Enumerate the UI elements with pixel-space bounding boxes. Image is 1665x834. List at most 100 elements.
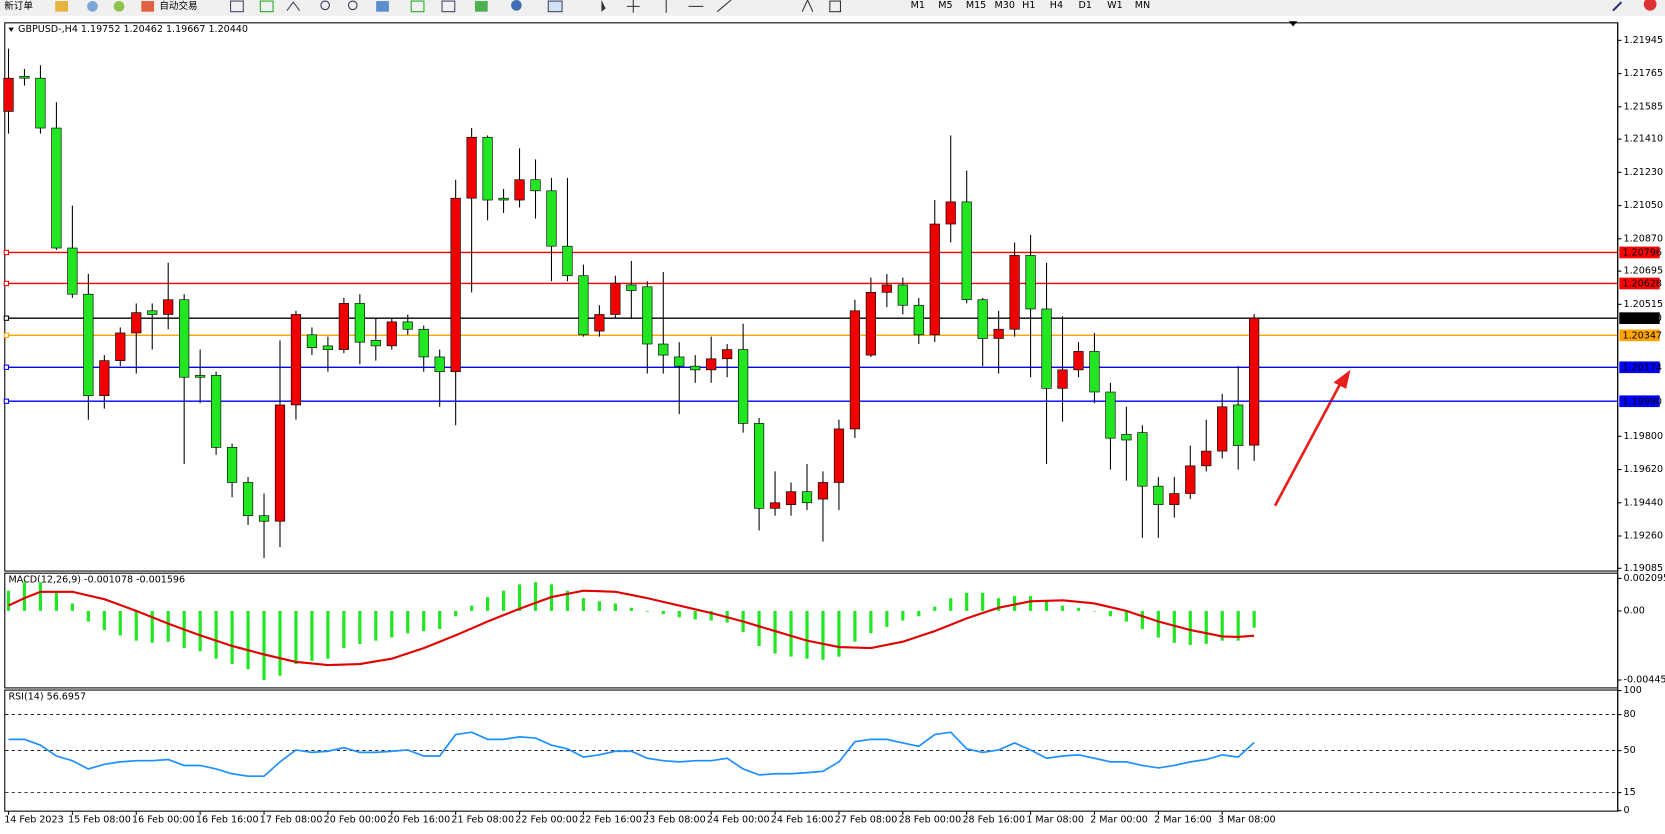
symbol-menu-arrow[interactable]	[8, 27, 14, 32]
y-tick-label: 15	[1624, 787, 1636, 798]
timeframe-button[interactable]: M15	[966, 0, 986, 11]
notification-icon[interactable]	[1643, 0, 1657, 11]
macd-bar	[294, 610, 298, 665]
candle-body	[929, 223, 940, 336]
macd-bar	[677, 610, 681, 618]
macd-bar	[933, 606, 937, 611]
x-tick-label: 2 Mar 00:00	[1090, 815, 1148, 826]
timeframe-button[interactable]: MN	[1135, 0, 1150, 11]
macd-bar	[1092, 610, 1097, 612]
x-tick-label: 16 Feb 00:00	[132, 815, 195, 826]
toolbar-icon[interactable]	[230, 0, 244, 13]
panel-title: RSI(14) 56.6957	[9, 691, 87, 702]
toolbar-icon[interactable]	[441, 0, 456, 13]
candle-body	[115, 332, 126, 361]
toolbar-icon[interactable]	[829, 0, 842, 13]
macd-bar	[1220, 610, 1224, 641]
macd-bar	[837, 610, 841, 657]
candle-body	[865, 292, 876, 356]
candle-body	[466, 136, 477, 199]
toolbar-icon[interactable]	[801, 0, 814, 12]
x-tick-label: 14 Feb 2023	[4, 815, 63, 826]
price-level-label: 1.20796	[1622, 247, 1661, 258]
macd-bar	[1108, 610, 1113, 617]
toolbar-icon[interactable]	[626, 0, 640, 13]
macd-bar	[709, 610, 713, 621]
macd-bar	[1028, 596, 1033, 611]
macd-bar	[997, 598, 1001, 611]
candle-body	[1089, 351, 1100, 393]
toolbar-icon[interactable]	[87, 1, 98, 12]
toolbar-button[interactable]: 新订单	[4, 0, 33, 12]
toolbar-button[interactable]: 自动交易	[159, 0, 197, 12]
timeframe-button[interactable]: M30	[995, 0, 1015, 11]
candle-body	[226, 447, 238, 483]
price-level-marker	[3, 249, 10, 256]
macd-bar	[1236, 610, 1240, 641]
macd-bar	[917, 610, 921, 617]
candle-body	[610, 282, 621, 315]
toolbar-icon[interactable]	[347, 0, 358, 11]
toolbar-icon[interactable]	[259, 0, 274, 13]
timeframe-button[interactable]: D1	[1078, 0, 1091, 11]
price-level-marker	[3, 332, 10, 338]
timeframe-button[interactable]: H1	[1022, 0, 1035, 11]
price-level-label: 1.20440	[1622, 313, 1661, 324]
price-level-label: 1.20628	[1622, 279, 1661, 290]
y-tick-label: 1.21585	[1624, 101, 1663, 112]
price-level-tag	[1619, 395, 1660, 408]
y-tick-label: 1.19260	[1624, 531, 1663, 542]
candle-body	[434, 356, 445, 373]
timeframe-button[interactable]: H4	[1050, 0, 1063, 11]
candle-body	[514, 179, 525, 201]
timeframe-button[interactable]: W1	[1107, 0, 1123, 11]
toolbar-icon[interactable]	[511, 0, 522, 11]
toolbar-icon[interactable]	[547, 0, 563, 13]
macd-bar	[246, 610, 250, 670]
macd-bar	[342, 610, 346, 649]
y-tick-label: 0	[1624, 805, 1630, 816]
toolbar-icon[interactable]	[113, 1, 125, 12]
candle-body	[274, 404, 286, 522]
arrow-shaft	[1273, 381, 1343, 507]
candle-body	[961, 201, 972, 301]
candle-body	[1249, 317, 1260, 446]
toolbar-icon[interactable]	[55, 1, 69, 12]
candle-body	[977, 299, 988, 339]
macd-bar	[1124, 610, 1128, 622]
x-tick-label: 22 Feb 16:00	[579, 815, 642, 826]
macd-bar	[1044, 601, 1049, 611]
toolbar-icon[interactable]	[141, 1, 155, 12]
candle-body	[993, 328, 1004, 339]
macd-bar	[869, 610, 873, 634]
toolbar-icon[interactable]	[716, 0, 732, 13]
timeframe-button[interactable]: M5	[938, 0, 952, 11]
toolbar-icon[interactable]	[410, 0, 425, 13]
toolbar-icon[interactable]	[601, 0, 606, 12]
x-tick-label: 17 Feb 08:00	[260, 815, 323, 826]
y-tick-label: 1.20695	[1624, 266, 1663, 277]
toolbar-icon[interactable]	[286, 1, 301, 11]
macd-bar	[597, 601, 601, 611]
macd-bar	[1252, 610, 1256, 628]
candle-body	[945, 201, 956, 225]
candle-body	[1025, 255, 1036, 310]
candle-body	[386, 321, 397, 347]
macd-bar	[1140, 610, 1144, 629]
candle-body	[450, 197, 461, 373]
toolbar-icon[interactable]	[320, 0, 330, 11]
y-tick-label: 1.21765	[1624, 68, 1663, 79]
toolbar-icon[interactable]	[1612, 1, 1623, 12]
macd-bar	[1076, 607, 1081, 611]
candle-body	[370, 340, 381, 347]
candle-body	[195, 375, 206, 378]
macd-signal	[8, 589, 1255, 667]
candle-body	[913, 304, 924, 336]
x-tick-label: 15 Feb 08:00	[68, 815, 131, 826]
candle-body	[258, 515, 270, 522]
price-level-tag	[1619, 246, 1660, 259]
candle-body	[163, 299, 174, 315]
toolbar-icon[interactable]	[474, 1, 488, 12]
timeframe-button[interactable]: M1	[911, 0, 925, 11]
toolbar-icon[interactable]	[376, 1, 389, 12]
